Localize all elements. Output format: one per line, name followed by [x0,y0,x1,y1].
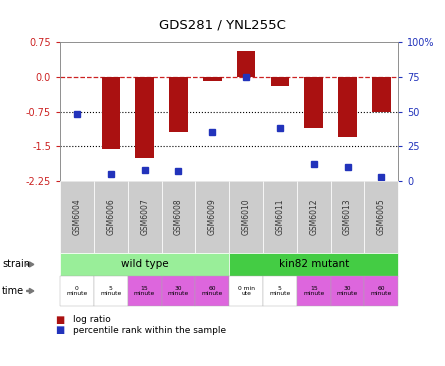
Text: GSM6005: GSM6005 [377,198,386,235]
Text: 5
minute: 5 minute [269,285,291,296]
Bar [338,77,357,137]
Text: time: time [2,286,24,296]
Text: 15
minute: 15 minute [134,285,155,296]
Bar [169,77,188,132]
Text: strain: strain [2,259,30,269]
Bar [237,51,255,77]
Text: 60
minute: 60 minute [202,285,223,296]
Text: 30
minute: 30 minute [168,285,189,296]
Text: 60
minute: 60 minute [371,285,392,296]
Bar [101,77,120,149]
Bar [135,77,154,158]
Bar [271,77,289,86]
Text: GSM6011: GSM6011 [275,199,284,235]
Text: GSM6012: GSM6012 [309,199,318,235]
Text: GSM6008: GSM6008 [174,198,183,235]
Text: percentile rank within the sample: percentile rank within the sample [73,326,227,335]
Text: GSM6004: GSM6004 [73,198,81,235]
Text: GSM6013: GSM6013 [343,198,352,235]
Bar [304,77,323,128]
Text: 0 min
ute: 0 min ute [238,285,255,296]
Text: wild type: wild type [121,259,169,269]
Text: GSM6007: GSM6007 [140,198,149,235]
Bar [203,77,222,81]
Text: kin82 mutant: kin82 mutant [279,259,349,269]
Text: GSM6006: GSM6006 [106,198,115,235]
Text: 30
minute: 30 minute [337,285,358,296]
Text: ■: ■ [56,325,65,336]
Bar [372,77,391,112]
Text: GSM6009: GSM6009 [208,198,217,235]
Text: log ratio: log ratio [73,315,111,324]
Text: 5
minute: 5 minute [100,285,121,296]
Text: GSM6010: GSM6010 [242,198,251,235]
Text: 0
minute: 0 minute [66,285,88,296]
Text: ■: ■ [56,314,65,325]
Text: GDS281 / YNL255C: GDS281 / YNL255C [159,18,286,31]
Text: 15
minute: 15 minute [303,285,324,296]
